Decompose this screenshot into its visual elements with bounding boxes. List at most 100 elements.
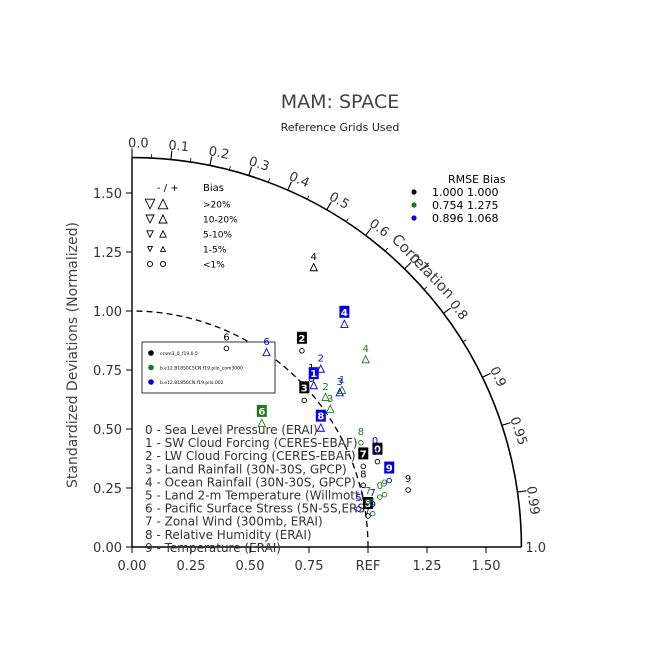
data-point-marker <box>327 405 334 412</box>
correlation-minor-tick <box>463 340 466 342</box>
variable-legend-item: 9 - Temperature (ERAI) <box>145 541 281 555</box>
bias-up-triangle <box>159 215 167 223</box>
bias-up-triangle <box>158 199 168 209</box>
variable-legend-item: 4 - Ocean Rainfall (30N-30S, GPCP) <box>145 475 356 489</box>
case-legend-label: ccsm3_0_f19.0.5 <box>160 351 198 357</box>
data-point-label: 3 <box>327 394 333 405</box>
data-point-marker <box>361 464 366 469</box>
chart-title: MAM: SPACE <box>281 91 399 113</box>
bias-down-triangle <box>148 247 153 252</box>
bias-legend-header-left: - / + <box>157 183 179 194</box>
ref-label: REF <box>356 559 381 574</box>
rmse-bias-row: 0.896 1.068 <box>432 212 498 225</box>
correlation-minor-tick <box>424 287 427 290</box>
data-point-marker <box>310 382 317 389</box>
correlation-minor-tick <box>385 248 388 251</box>
case-legend-marker <box>148 350 154 356</box>
data-point-label: 2 <box>298 334 305 345</box>
correlation-tick-label: 0.99 <box>523 485 542 516</box>
rmse-bias-row: 1.000 1.000 <box>432 186 498 199</box>
variable-legend-item: 7 - Zonal Wind (300mb, ERAI) <box>145 515 323 529</box>
data-point-label: 7 <box>360 449 367 460</box>
data-point-marker <box>336 389 343 396</box>
bias-down-triangle <box>145 199 155 209</box>
y-tick-label: 1.25 <box>93 246 122 261</box>
data-point-label: 8 <box>360 469 366 480</box>
variable-legend-item: 1 - SW Cloud Forcing (CERES-EBAF) <box>145 436 358 450</box>
case-legend-marker <box>148 365 154 371</box>
data-point-marker <box>310 264 317 271</box>
correlation-tick-label: 0.0 <box>128 137 149 152</box>
variable-legend-item: 3 - Land Rainfall (30N-30S, GPCP) <box>145 462 347 476</box>
data-point-label: 6 <box>223 332 229 343</box>
y-tick-label: 0.75 <box>93 364 122 379</box>
rmse-case-marker <box>411 202 416 207</box>
correlation-tick-label: 0.6 <box>366 216 392 240</box>
rmse-case-marker <box>411 215 416 220</box>
data-point-marker <box>359 441 364 446</box>
x-tick-label: 1.25 <box>413 559 442 574</box>
data-point-label: 8 <box>358 427 364 438</box>
y-tick-label: 0.00 <box>93 541 122 556</box>
data-point-label: 7 <box>370 488 376 499</box>
y-tick-label: 1.50 <box>93 187 122 202</box>
rmse-bias-header: RMSE Bias <box>448 173 506 186</box>
data-point-marker <box>362 356 369 363</box>
bias-circle <box>160 261 165 266</box>
data-point-label: 2 <box>322 382 328 393</box>
correlation-tick-label: 0.9 <box>486 365 509 390</box>
data-point-marker <box>300 348 305 353</box>
data-point-marker <box>302 398 307 403</box>
data-point-label: 3 <box>301 383 308 394</box>
y-axis-label: Standardized Deviations (Normalized) <box>65 222 81 488</box>
bias-legend-label: 10-20% <box>203 216 238 226</box>
data-point-label: 8 <box>317 412 324 423</box>
bias-up-triangle <box>160 231 166 237</box>
data-point-label: 0 <box>372 436 378 447</box>
chart-subtitle: Reference Grids Used <box>281 121 400 134</box>
data-point-marker <box>406 488 411 493</box>
variable-legend-item: 8 - Relative Humidity (ERAI) <box>145 528 312 542</box>
outer-radius-label: 1.0 <box>525 541 546 556</box>
x-tick-label: 1.50 <box>472 559 501 574</box>
x-tick-label: 0.75 <box>295 559 324 574</box>
data-point-label: 1 <box>310 369 317 380</box>
data-point-label: 4 <box>341 308 348 319</box>
bias-legend-label: >20% <box>203 201 231 211</box>
rmse-case-marker <box>411 189 416 194</box>
bias-down-triangle <box>147 231 153 237</box>
data-point-label: 9 <box>405 474 411 485</box>
correlation-tick-label: 0.5 <box>326 190 351 213</box>
bias-legend-header-right: Bias <box>203 183 224 194</box>
rmse-bias-row: 0.754 1.275 <box>432 199 498 212</box>
data-point-marker <box>341 320 348 327</box>
bias-legend-label: <1% <box>203 261 225 271</box>
correlation-tick-label: 0.4 <box>286 169 311 191</box>
y-tick-label: 0.50 <box>93 423 122 438</box>
x-tick-label: 0.25 <box>177 559 206 574</box>
case-legend-label: b.e12.B1850C5CN.f19.pilo_com3000 <box>160 366 243 372</box>
variable-legend-item: 6 - Pacific Surface Stress (5N-5S,ERS) <box>145 502 370 516</box>
data-point-label: 9 <box>386 464 393 475</box>
data-point-label: 5 <box>355 493 361 504</box>
data-point-label: 3 <box>336 377 342 388</box>
data-point-marker <box>317 424 324 431</box>
case-legend-label: b.e12.B1850CN.f19.pilo.002 <box>160 380 224 386</box>
data-point-label: 2 <box>318 354 324 365</box>
correlation-minor-tick <box>346 218 348 221</box>
bias-legend-label: 5-10% <box>203 231 232 241</box>
case-legend-marker <box>148 379 154 385</box>
y-tick-label: 1.00 <box>93 305 122 320</box>
correlation-axis-label: Correlation <box>388 230 458 302</box>
y-tick-label: 0.25 <box>93 482 122 497</box>
variable-legend-item: 5 - Land 2-m Temperature (Willmott) <box>145 489 364 503</box>
data-point-label: 6 <box>258 407 265 418</box>
correlation-tick-label: 0.1 <box>168 138 190 155</box>
correlation-tick-label: 0.95 <box>506 415 529 447</box>
bias-legend-label: 1-5% <box>203 246 227 256</box>
variable-legend-item: 2 - LW Cloud Forcing (CERES-EBAF) <box>145 449 356 463</box>
data-point-label: 4 <box>362 344 368 355</box>
correlation-tick-label: 0.8 <box>446 298 470 324</box>
